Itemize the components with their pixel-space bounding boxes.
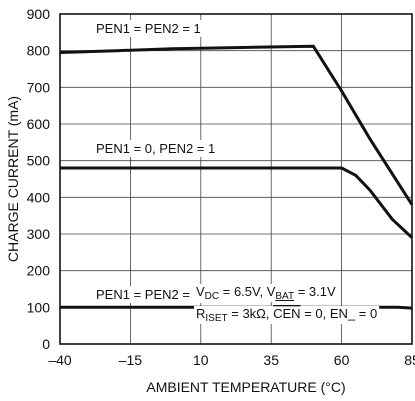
x-tick-labels: –40 –15 10 35 60 85 [48, 352, 415, 368]
x-tick-label: 60 [334, 352, 350, 368]
x-tick-label: –15 [119, 352, 143, 368]
x-tick-label: 10 [193, 352, 209, 368]
conditions-bg [194, 284, 338, 302]
y-tick-labels: 0 100 200 300 400 500 600 700 800 900 [27, 6, 51, 352]
y-tick-label: 700 [27, 79, 51, 95]
x-tick-label: 85 [404, 352, 415, 368]
plot-frame [59, 13, 413, 345]
y-tick-label: 500 [27, 153, 51, 169]
y-tick-label: 300 [27, 226, 51, 242]
x-tick-label: –40 [48, 352, 72, 368]
y-tick-label: 600 [27, 116, 51, 132]
series-label: PEN1 = 0, PEN2 = 1 [96, 141, 215, 156]
y-tick-label: 100 [27, 299, 51, 315]
y-tick-label: 0 [42, 336, 50, 352]
series-labels: PEN1 = PEN2 = 1 PEN1 = 0, PEN2 = 1 PEN1 = … [93, 20, 219, 303]
y-tick-label: 400 [27, 189, 51, 205]
x-tick-label: 35 [263, 352, 279, 368]
conditions-line-2: RISET = 3kΩ, CEN = 0, EN_ = 0 [196, 306, 377, 324]
series-line [59, 44, 414, 206]
series-label: PEN1 = PEN2 = 1 [96, 21, 201, 36]
series-label: PEN1 = PEN2 = 0 [96, 287, 201, 302]
x-axis-label: AMBIENT TEMPERATURE (°C) [146, 379, 345, 395]
series-label-bg [93, 140, 219, 157]
y-tick-label: 900 [27, 6, 51, 22]
series-line [60, 166, 414, 239]
y-axis-label: CHARGE CURRENT (mA) [5, 96, 21, 262]
conditions-line-1: VDC = 6.5V, VBAT = 3.1V [196, 284, 336, 302]
y-tick-label: 200 [27, 263, 51, 279]
series-label-bg [93, 286, 204, 303]
series-label-bg [93, 20, 204, 37]
conditions-bg [194, 306, 380, 324]
series-lines [59, 44, 414, 310]
y-tick-label: 800 [27, 43, 51, 59]
